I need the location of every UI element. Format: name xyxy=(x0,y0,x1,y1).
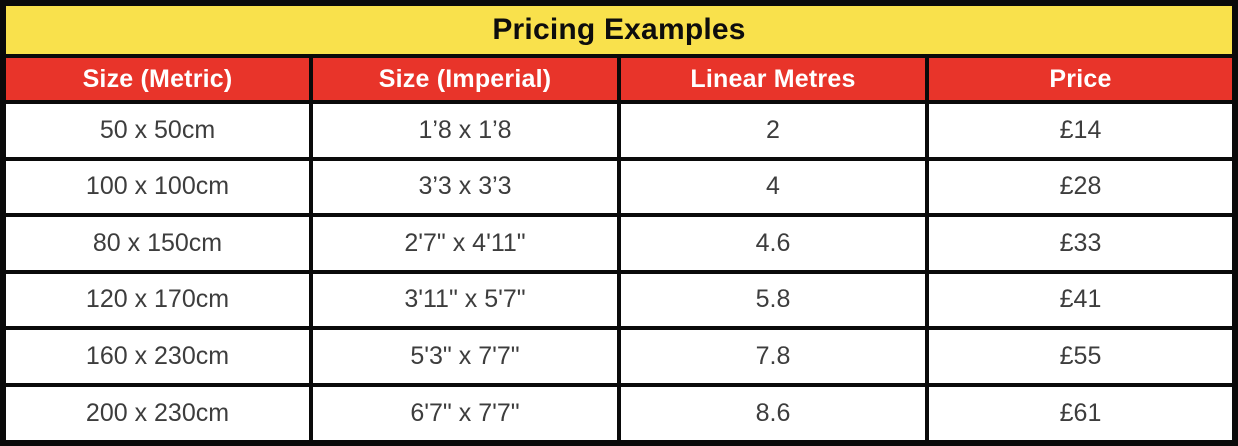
page-title: Pricing Examples xyxy=(3,3,1235,58)
cell-linear-metres: 4.6 xyxy=(617,213,929,274)
cell-size-metric: 100 x 100cm xyxy=(3,156,313,218)
column-header-row: Size (Metric) Size (Imperial) Linear Met… xyxy=(3,54,1235,104)
table-row: 120 x 170cm 3'11" x 5'7" 5.8 £41 xyxy=(3,269,1235,331)
column-header-linear-metres: Linear Metres xyxy=(617,54,929,104)
cell-size-metric: 120 x 170cm xyxy=(3,269,313,331)
cell-size-imperial: 5'3" x 7'7" xyxy=(309,326,621,387)
table-row: 160 x 230cm 5'3" x 7'7" 7.8 £55 xyxy=(3,326,1235,387)
cell-size-imperial: 3'11" x 5'7" xyxy=(309,269,621,331)
cell-price: £55 xyxy=(925,326,1235,387)
cell-price: £33 xyxy=(925,213,1235,274)
cell-linear-metres: 2 xyxy=(617,100,929,161)
cell-price: £14 xyxy=(925,100,1235,161)
column-header-price: Price xyxy=(925,54,1235,104)
table-row: 200 x 230cm 6'7" x 7'7" 8.6 £61 xyxy=(3,382,1235,443)
cell-linear-metres: 7.8 xyxy=(617,326,929,387)
title-row: Pricing Examples xyxy=(3,3,1235,58)
table-row: 100 x 100cm 3’3 x 3’3 4 £28 xyxy=(3,156,1235,218)
cell-linear-metres: 5.8 xyxy=(617,269,929,331)
cell-size-imperial: 3’3 x 3’3 xyxy=(309,156,621,218)
cell-price: £28 xyxy=(925,156,1235,218)
cell-linear-metres: 8.6 xyxy=(617,382,929,443)
cell-size-imperial: 1’8 x 1’8 xyxy=(309,100,621,161)
cell-size-imperial: 2'7" x 4'11" xyxy=(309,213,621,274)
cell-size-imperial: 6'7" x 7'7" xyxy=(309,382,621,443)
table-row: 50 x 50cm 1’8 x 1’8 2 £14 xyxy=(3,100,1235,161)
column-header-size-metric: Size (Metric) xyxy=(3,54,313,104)
cell-linear-metres: 4 xyxy=(617,156,929,218)
cell-size-metric: 80 x 150cm xyxy=(3,213,313,274)
cell-size-metric: 50 x 50cm xyxy=(3,100,313,161)
table-row: 80 x 150cm 2'7" x 4'11" 4.6 £33 xyxy=(3,213,1235,274)
cell-size-metric: 160 x 230cm xyxy=(3,326,313,387)
cell-price: £41 xyxy=(925,269,1235,331)
column-header-size-imperial: Size (Imperial) xyxy=(309,54,621,104)
cell-price: £61 xyxy=(925,382,1235,443)
cell-size-metric: 200 x 230cm xyxy=(3,382,313,443)
